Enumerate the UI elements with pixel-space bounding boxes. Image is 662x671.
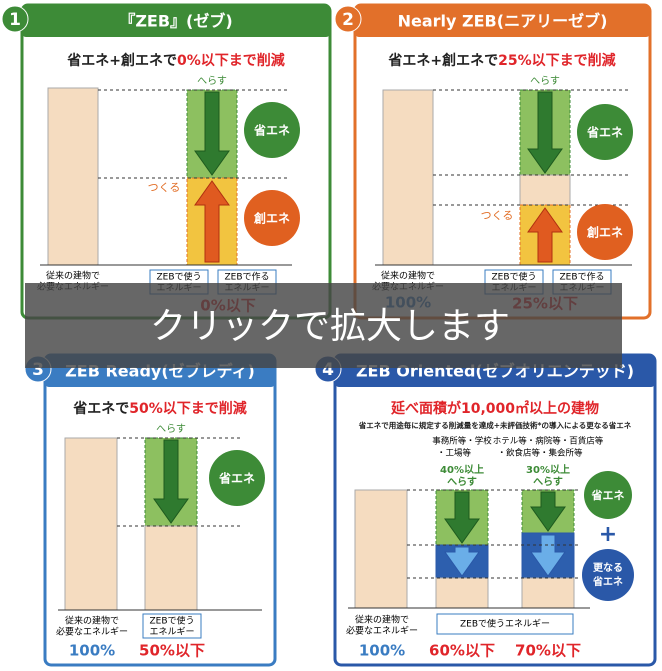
reduce-label: へらす <box>533 476 563 488</box>
panel-subtitle: 延べ面積が10,000㎡以上の建物 <box>390 400 599 417</box>
group-label: ・飲食店等・集会所等 <box>497 448 583 459</box>
create-label: つくる <box>481 209 514 222</box>
arrow-down <box>194 91 230 176</box>
generation-text: 創エネ <box>253 211 290 226</box>
subtitle-highlight: 25%以下まで削減 <box>498 52 616 69</box>
generation-circle <box>244 190 300 246</box>
reduce-label: 30%以上 <box>526 463 570 476</box>
reduce-label: へらす <box>197 75 227 87</box>
create-label: つくる <box>148 181 181 194</box>
panel-header <box>355 5 650 37</box>
label-line: 従来の建物で <box>46 270 100 282</box>
panel-subtitle: 省エネ+創エネで0%以下まで削減 <box>66 52 285 69</box>
panel-number-badge <box>1 5 29 33</box>
label-line: ZEBで使う <box>156 271 201 283</box>
subtitle-lead: 省エネ+創エネで <box>66 52 177 69</box>
panel-number: 1 <box>9 10 21 30</box>
saving-circle <box>577 104 633 160</box>
group-label: ホテル等・病院等・百貨店等 <box>493 436 604 447</box>
panel-number: 3 <box>32 360 44 380</box>
panel-number: 2 <box>342 10 354 30</box>
saving-circle <box>244 102 300 158</box>
baseline-bar <box>47 87 99 266</box>
further-text: 省エネ <box>592 575 623 588</box>
remaining-block <box>519 174 571 206</box>
arrow-up <box>527 207 563 263</box>
click-overlay[interactable] <box>25 283 622 368</box>
saving-text: 省エネ <box>218 471 255 486</box>
result: 60%以下 <box>429 642 495 660</box>
label-line: エネルギー <box>149 627 194 638</box>
arrow-down <box>530 534 566 577</box>
saving-circle <box>584 471 632 519</box>
further-circle <box>582 549 634 601</box>
result: 50%以下 <box>139 642 205 660</box>
reduce-label: 40%以上 <box>440 463 484 476</box>
label-line: 従来の建物で <box>355 614 409 626</box>
subtitle-highlight: 0%以下まで削減 <box>177 52 285 69</box>
label-line: ZEBで作る <box>559 271 604 283</box>
reduce-label: へらす <box>530 75 560 87</box>
subtitle-lead: 省エネ+創エネで <box>387 52 498 69</box>
baseline-bar <box>382 89 434 266</box>
baseline-bar <box>64 437 118 611</box>
plus-sign: + <box>599 522 617 547</box>
remaining-block <box>521 577 575 609</box>
generation-circle <box>577 204 633 260</box>
panel-title: 『ZEB』(ゼブ) <box>119 12 232 31</box>
group-label: 事務所等・学校 <box>432 436 492 447</box>
remaining-block <box>435 577 489 609</box>
remaining-block <box>144 525 198 611</box>
subtitle-highlight: 50%以下まで削減 <box>129 400 247 417</box>
label-line: ZEBで作る <box>224 271 269 283</box>
result: 70%以下 <box>515 642 581 660</box>
panel-title: Nearly ZEB(ニアリーゼブ) <box>398 12 608 31</box>
baseline-value: 100% <box>359 642 405 660</box>
reduce-label: へらす <box>156 423 186 435</box>
generation-text: 創エネ <box>586 225 623 240</box>
subtitle-lead: 省エネで <box>72 400 129 417</box>
baseline-bar <box>354 489 408 609</box>
arrow-down <box>527 91 563 174</box>
label-box <box>142 613 202 639</box>
saving-circle <box>209 450 265 506</box>
label-line: 必要なエネルギー <box>56 626 128 638</box>
arrow-up <box>194 180 230 263</box>
arrow-down <box>153 439 189 524</box>
arrow-down <box>444 491 480 544</box>
panel-number-badge <box>334 5 362 33</box>
panel-subtitle: 省エネ+創エネで25%以下まで削減 <box>387 52 615 69</box>
arrow-down <box>530 491 566 532</box>
reduce-label: へらす <box>447 476 477 488</box>
label-line: ZEBで使う <box>491 271 536 283</box>
overlay-text: クリックで拡大します <box>150 306 510 347</box>
baseline-value: 100% <box>69 642 115 660</box>
label-line: 従来の建物で <box>65 615 119 627</box>
panel-header <box>22 5 330 37</box>
saving-text: 省エネ <box>253 123 290 138</box>
arrow-down <box>444 546 480 577</box>
label-box <box>436 613 574 635</box>
label-line: 必要なエネルギー <box>346 625 418 637</box>
label-line: ZEBで使う <box>149 615 194 627</box>
saving-text: 省エネ <box>591 488 625 502</box>
panel-note: 省エネで用途毎に規定する削減量を達成+未評価技術*の導入による更なる省エネ <box>358 420 632 430</box>
group-label: ・工場等 <box>437 448 472 459</box>
label-line: ZEBで使うエネルギー <box>460 618 550 630</box>
further-text: 更なる <box>593 562 623 574</box>
saving-text: 省エネ <box>586 125 623 140</box>
label-line: 従来の建物で <box>381 270 435 282</box>
panel-subtitle: 省エネで50%以下まで削減 <box>72 400 247 417</box>
